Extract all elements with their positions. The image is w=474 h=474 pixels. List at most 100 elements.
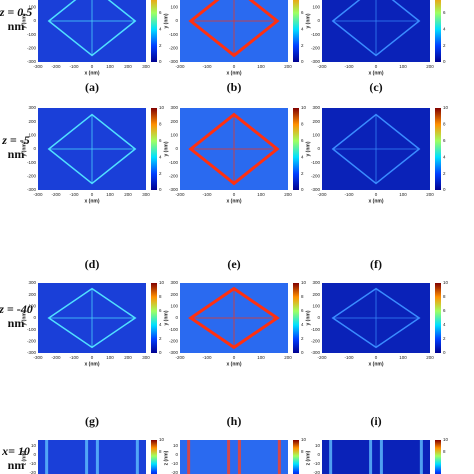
y-axis-label: z (nm) [305,450,311,465]
colorbar-tick-label: 6 [443,308,446,313]
y-tick-label: -200 [311,46,321,51]
y-axis-label: z (nm) [163,450,169,465]
colorbar-tick-label: 10 [301,280,307,285]
y-tick-label: 100 [28,133,36,138]
y-tick-label: -10 [29,461,36,466]
colorbar-tick-label: 2 [301,336,304,341]
y-tick-label: 10 [315,443,321,448]
colorbar-tick-label: 2 [443,171,446,176]
x-tick-label: 100 [257,355,265,360]
colorbar-tick-label: 6 [159,10,162,15]
y-axis-label: y (nm) [21,13,27,28]
x-tick-label: -100 [202,192,212,197]
x-tick-label: -200 [175,192,185,197]
x-tick-label: 0 [375,192,378,197]
x-tick-label: 200 [426,355,434,360]
y-axis-label: z (nm) [21,450,27,465]
y-axis-label: y (nm) [305,141,311,156]
x-axis-label: x (nm) [227,198,242,204]
colorbar-tick-label: 10 [301,105,307,110]
colorbar-tick-label: 8 [443,449,446,454]
y-tick-label: 100 [28,304,36,309]
colorbar [435,108,441,190]
colorbar-tick-label: 4 [159,26,162,31]
row-label: nm [8,19,25,33]
panel-label: (d) [85,257,100,271]
x-tick-label: 0 [91,192,94,197]
colorbar-tick-label: 0 [443,350,446,355]
y-tick-label: 0 [33,452,36,457]
panel-label: (g) [85,414,99,428]
y-tick-label: 100 [170,304,178,309]
panel-label: (e) [227,257,240,271]
colorbar-tick-label: 8 [159,122,162,127]
colorbar-tick-label: 10 [301,437,307,442]
y-tick-label: -100 [169,327,179,332]
field-pattern [227,440,231,474]
y-tick-label: 200 [28,119,36,124]
x-tick-label: 100 [399,64,407,69]
x-tick-label: 0 [375,355,378,360]
y-tick-label: 0 [317,18,320,23]
colorbar-tick-label: 6 [301,10,304,15]
field-pattern [45,440,49,474]
y-axis-label: y (nm) [21,141,27,156]
y-tick-label: 300 [170,280,178,285]
x-tick-label: -300 [33,64,43,69]
panel: 10 8 10 0 -10 -20 z (nm) [305,437,449,474]
x-tick-label: 200 [284,64,292,69]
y-tick-label: -20 [29,470,36,474]
colorbar-tick-label: 6 [159,138,162,143]
y-tick-label: -20 [171,470,178,474]
panel: 10 8 10 0 -10 -20 z (nm) [21,437,165,474]
colorbar-tick-label: 4 [443,154,446,159]
y-tick-label: 300 [312,105,320,110]
field-pattern [369,440,373,474]
y-tick-label: -100 [27,327,37,332]
colorbar [151,0,157,62]
panel-label: (b) [227,80,242,94]
x-tick-label: -200 [175,355,185,360]
y-tick-label: -300 [311,187,321,192]
colorbar-tick-label: 8 [443,294,446,299]
row-label: nm [8,147,25,161]
field-pattern [379,440,383,474]
x-tick-label: 0 [91,355,94,360]
x-tick-label: -100 [344,64,354,69]
y-tick-label: -100 [27,32,37,37]
y-tick-label: -300 [169,350,179,355]
colorbar [293,440,299,474]
y-axis-label: y (nm) [305,13,311,28]
x-tick-label: 300 [142,64,150,69]
colorbar-tick-label: 0 [443,187,446,192]
x-tick-label: -100 [344,355,354,360]
panel-label: (a) [85,80,99,94]
colorbar-tick-label: 10 [159,437,165,442]
y-axis-label: y (nm) [305,310,311,325]
y-tick-label: 200 [28,292,36,297]
colorbar-tick-label: 0 [159,187,162,192]
x-tick-label: -200 [317,355,327,360]
x-tick-label: 300 [142,355,150,360]
y-tick-label: -200 [27,174,37,179]
row-label: z = 0.5 [0,5,32,19]
x-tick-label: 200 [124,192,132,197]
y-tick-label: -300 [169,59,179,64]
y-tick-label: -300 [311,59,321,64]
y-tick-label: 0 [33,315,36,320]
x-axis-label: x (nm) [369,70,384,76]
colorbar-tick-label: 4 [301,154,304,159]
x-tick-label: 100 [106,355,114,360]
y-tick-label: 100 [170,133,178,138]
panel: 10 8 10 0 -10 -20 z (nm) [163,437,307,474]
x-tick-label: -100 [202,64,212,69]
y-tick-label: -100 [311,160,321,165]
x-tick-label: -200 [51,64,61,69]
field-pattern [237,440,241,474]
colorbar-tick-label: 2 [159,171,162,176]
x-tick-label: 200 [284,192,292,197]
